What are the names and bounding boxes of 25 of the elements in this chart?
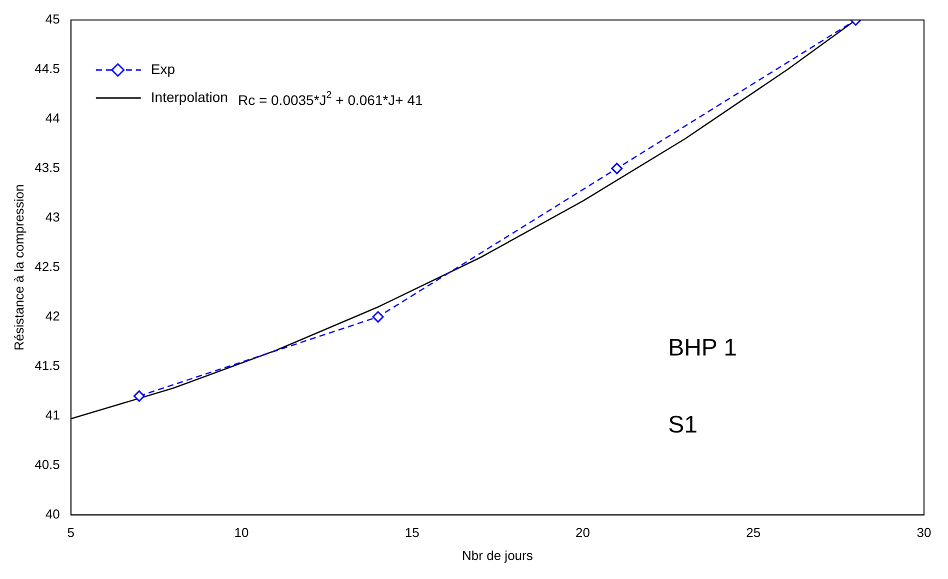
x-tick-label: 30 xyxy=(916,525,932,540)
y-tick-label: 42.5 xyxy=(34,258,60,274)
point xyxy=(133,390,145,402)
legend-label: Exp xyxy=(150,60,176,77)
x-tick-label: 5 xyxy=(67,525,75,540)
y-tick-label: 44.5 xyxy=(34,61,60,76)
legend-label: Interpolation xyxy=(150,88,228,105)
x-tick-label: 15 xyxy=(404,525,420,540)
y-tick-label: 40 xyxy=(45,506,60,522)
x-tick-label: 25 xyxy=(746,525,761,540)
y-tick-label: 44 xyxy=(45,110,60,126)
y-tick-label: 45 xyxy=(45,12,60,27)
x-tick-label: 20 xyxy=(576,525,590,540)
y-tick-label: 41.5 xyxy=(34,358,60,373)
annotation: S1 xyxy=(668,411,698,438)
x-axis-title: Nbr de jours xyxy=(462,548,534,563)
y-tick-label: 40.5 xyxy=(34,456,60,472)
x-tick-label: 10 xyxy=(234,525,249,540)
annotation: BHP 1 xyxy=(668,334,738,362)
point xyxy=(372,311,384,323)
y-tick-label: 41 xyxy=(45,407,60,422)
y-tick-label: 43.5 xyxy=(34,160,60,176)
y-axis-title: Résistance à la compression xyxy=(11,184,26,350)
y-tick-label: 43 xyxy=(45,210,60,224)
y-tick-label: 42 xyxy=(45,308,60,324)
